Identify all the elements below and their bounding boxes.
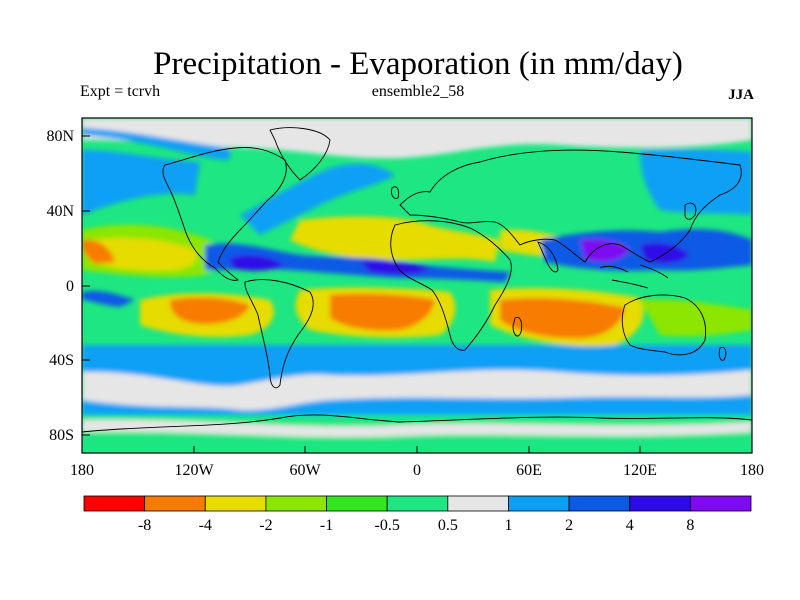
colorbar-label: -2 bbox=[259, 517, 272, 534]
lat-label: 40N bbox=[46, 203, 74, 220]
colorbar-labels: -8 -4 -2 -1 -0.5 0.5 1 2 4 8 bbox=[138, 517, 694, 534]
colorbar-swatch bbox=[144, 495, 206, 512]
lon-axis: 180 120W 60W 0 60E 120E 180 bbox=[70, 446, 764, 479]
colorbar bbox=[83, 495, 752, 512]
colorbar-label: 0.5 bbox=[438, 517, 458, 534]
colorbar-swatch bbox=[447, 495, 509, 512]
run-label: ensemble2_58 bbox=[371, 83, 465, 100]
colorbar-swatch bbox=[568, 495, 631, 512]
colorbar-swatch bbox=[204, 495, 267, 512]
map-title: Precipitation - Evaporation (in mm/day) bbox=[153, 46, 683, 82]
colorbar-swatch bbox=[83, 495, 146, 512]
lon-label: 180 bbox=[740, 462, 764, 479]
colorbar-swatch bbox=[265, 495, 327, 512]
colorbar-label: -8 bbox=[138, 517, 151, 534]
lon-label: 120W bbox=[174, 462, 214, 479]
colorbar-swatch bbox=[326, 495, 388, 512]
lat-label: 80N bbox=[46, 128, 74, 145]
colorbar-label: 2 bbox=[565, 517, 573, 534]
colorbar-swatch bbox=[689, 495, 752, 512]
colorbar-swatch bbox=[629, 495, 691, 512]
colorbar-label: -0.5 bbox=[375, 517, 400, 534]
colorbar-label: 1 bbox=[504, 517, 512, 534]
lon-label: 0 bbox=[413, 462, 421, 479]
colorbar-swatch bbox=[386, 495, 449, 512]
colorbar-label: -4 bbox=[199, 517, 212, 534]
lat-axis: 80N 40N 0 40S 80S bbox=[46, 128, 90, 444]
experiment-label: Expt = tcrvh bbox=[80, 83, 161, 100]
pme-field bbox=[82, 118, 752, 453]
lat-label: 80S bbox=[49, 427, 74, 444]
lon-label: 60E bbox=[516, 462, 542, 479]
lon-label: 120E bbox=[623, 462, 657, 479]
lat-label: 40S bbox=[49, 352, 74, 369]
colorbar-label: -1 bbox=[320, 517, 333, 534]
colorbar-label: 8 bbox=[686, 517, 694, 534]
lat-label: 0 bbox=[66, 278, 74, 295]
colorbar-label: 4 bbox=[626, 517, 634, 534]
lon-label: 60W bbox=[289, 462, 321, 479]
colorbar-swatch bbox=[508, 495, 570, 512]
coastlines bbox=[82, 127, 752, 433]
lon-label: 180 bbox=[70, 462, 94, 479]
season-label: JJA bbox=[728, 87, 754, 103]
